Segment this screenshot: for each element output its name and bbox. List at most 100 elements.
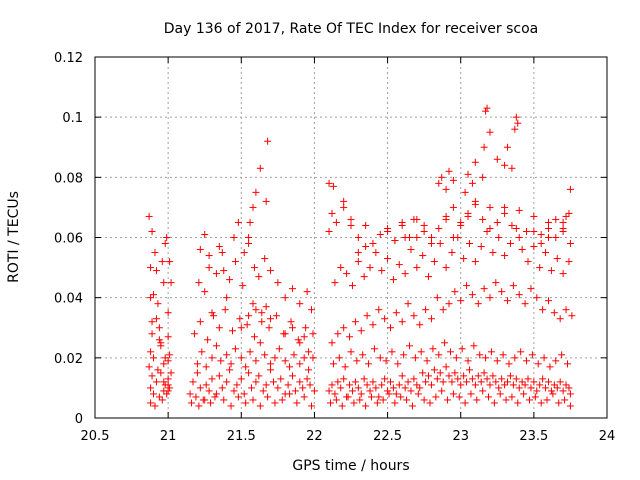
data-point (565, 258, 573, 266)
data-point (195, 402, 203, 410)
data-point (435, 351, 443, 359)
data-point (486, 381, 494, 389)
data-point (544, 234, 552, 241)
data-point (205, 264, 213, 272)
data-point (445, 167, 453, 175)
data-point (401, 270, 409, 278)
data-point (274, 384, 282, 392)
data-point (422, 306, 430, 314)
data-point (296, 360, 304, 368)
data-point (234, 218, 242, 226)
data-point (531, 393, 539, 401)
data-point (249, 203, 257, 211)
data-points (145, 104, 576, 410)
data-point (473, 396, 481, 404)
data-point (441, 339, 449, 347)
data-point (223, 378, 231, 386)
data-point (493, 218, 501, 226)
data-point (212, 342, 220, 350)
data-point (389, 276, 397, 284)
data-point (284, 381, 292, 389)
data-point (160, 378, 168, 386)
data-point (457, 218, 465, 226)
plot-frame (94, 56, 608, 419)
data-point (335, 354, 343, 362)
data-point (264, 393, 272, 401)
data-point (148, 227, 156, 235)
data-point (338, 402, 346, 410)
data-point (492, 378, 500, 386)
data-point (537, 240, 545, 248)
data-point (303, 288, 311, 296)
data-point (286, 363, 294, 371)
data-point (242, 399, 250, 407)
data-point (267, 267, 275, 275)
data-point (245, 240, 253, 248)
data-point (243, 321, 251, 329)
data-point (296, 300, 304, 308)
data-point (490, 399, 498, 407)
data-point (505, 360, 513, 368)
data-point (479, 387, 487, 395)
data-point (272, 312, 280, 320)
data-point (438, 173, 446, 181)
data-point (341, 363, 349, 371)
y-tick-label: 0 (75, 412, 83, 427)
data-point (388, 348, 396, 356)
data-point (442, 185, 450, 193)
data-point (196, 384, 204, 392)
data-point (486, 294, 494, 302)
data-point (518, 246, 526, 254)
data-point (385, 390, 393, 398)
data-point (302, 324, 310, 332)
data-point (422, 378, 430, 386)
data-point (461, 399, 469, 407)
data-point (523, 357, 531, 365)
data-point (515, 234, 523, 241)
data-point (167, 369, 175, 377)
data-point (337, 384, 345, 392)
data-point (363, 312, 371, 320)
data-point (249, 396, 257, 404)
data-point (533, 294, 541, 302)
data-point (559, 387, 567, 395)
data-point (343, 270, 351, 278)
data-point (350, 399, 358, 407)
data-point (151, 402, 159, 410)
data-point (161, 381, 169, 389)
data-point (362, 243, 370, 251)
data-point (271, 354, 279, 362)
data-point (397, 393, 405, 401)
data-point (201, 396, 209, 404)
data-point (553, 384, 561, 392)
data-point (148, 318, 156, 326)
data-point (410, 375, 418, 383)
data-point (398, 221, 406, 229)
data-point (448, 249, 456, 257)
data-point (296, 378, 304, 386)
data-point (430, 366, 438, 374)
data-point (566, 390, 574, 398)
data-point (306, 381, 314, 389)
data-point (556, 378, 564, 386)
data-point (252, 357, 260, 365)
data-point (527, 285, 535, 293)
data-point (166, 384, 174, 392)
data-point (234, 393, 242, 401)
data-point (354, 234, 362, 241)
data-point (566, 402, 574, 410)
data-point (240, 390, 248, 398)
data-point (259, 387, 267, 395)
data-point (401, 384, 409, 392)
data-point (553, 255, 561, 263)
data-point (340, 324, 348, 332)
y-tick-label: 0.08 (54, 171, 83, 186)
data-point (328, 339, 336, 347)
y-tick-label: 0.06 (54, 232, 83, 247)
data-point (367, 393, 375, 401)
data-point (164, 375, 172, 383)
data-point (565, 384, 573, 392)
data-point (528, 351, 536, 359)
data-point (147, 384, 155, 392)
data-point (479, 215, 487, 223)
